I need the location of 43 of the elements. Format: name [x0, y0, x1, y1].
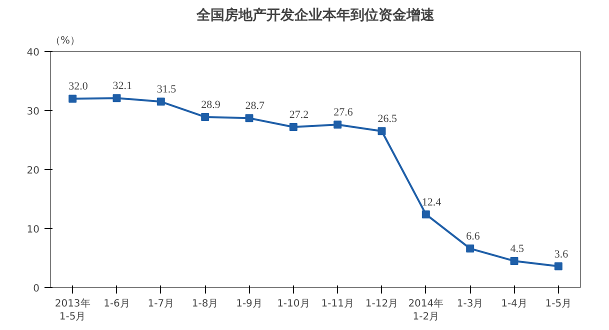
text: 28.9: [201, 98, 220, 111]
text: 12.4: [422, 196, 442, 208]
text: 4.5: [510, 242, 524, 255]
point: [156, 98, 165, 106]
x-tick-label: 1-8月: [192, 298, 218, 310]
text: 32.0: [68, 80, 88, 93]
x-tick-label: 1-5月: [545, 298, 572, 310]
text: 27.6: [334, 106, 353, 119]
x-tick-label: 1-12月: [365, 298, 398, 310]
text: 28.7: [245, 100, 264, 112]
point: [245, 114, 254, 122]
point: [112, 94, 121, 102]
x-tick-label: 1-6月: [104, 298, 130, 310]
text: 27.2: [289, 109, 309, 122]
text: 3.6: [554, 248, 568, 260]
y-tick-label: 30: [26, 106, 40, 118]
x-tick-label: 1-4月: [501, 298, 528, 310]
x-tick-label: 1-9月: [236, 298, 262, 310]
y-tick-label: 20: [26, 166, 40, 176]
point: [510, 256, 518, 265]
point: [334, 120, 342, 129]
x-tick-label: 2013年 1-5月: [54, 298, 90, 323]
x-tick-label: 1-10月: [277, 298, 310, 310]
x-tick-label: 1-11月: [321, 298, 354, 310]
y-tick-label: 40: [26, 48, 40, 58]
point: [68, 94, 77, 103]
point: [466, 244, 474, 253]
x-tick-label: 2014年 1-2月: [408, 298, 444, 323]
x-tick-label: 1-3月: [456, 298, 484, 310]
text: 6.6: [466, 230, 480, 243]
point: [378, 127, 386, 136]
chart-title: 全国房地产开发企业本年到位资金增速: [196, 6, 436, 24]
text: 26.5: [378, 113, 397, 126]
point: [422, 210, 430, 218]
point: [554, 262, 562, 270]
text: 31.5: [156, 84, 176, 96]
text: 32.1: [112, 80, 132, 92]
point: [201, 112, 210, 121]
x-tick-label: 1-7月: [148, 298, 174, 310]
y-axis-title: （%）: [50, 36, 80, 46]
y-tick-label: 0: [33, 284, 40, 294]
y-tick-label: 10: [26, 224, 40, 236]
point: [289, 123, 298, 132]
